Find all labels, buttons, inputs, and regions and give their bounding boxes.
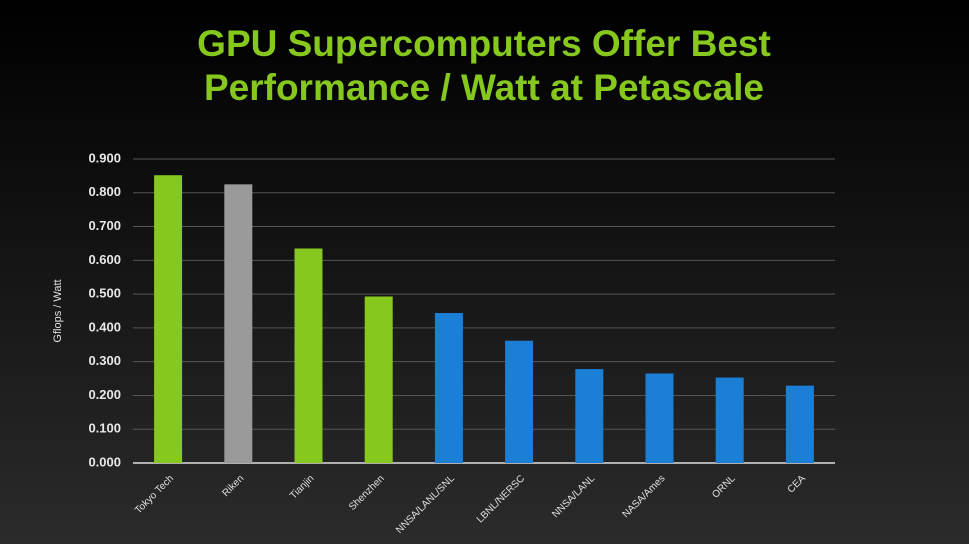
bar (785, 385, 814, 463)
y-tick-label: 0.100 (88, 421, 121, 436)
y-tick-label: 0.000 (88, 454, 121, 469)
bar (715, 377, 744, 463)
y-tick-label: 0.500 (88, 286, 121, 301)
y-tick-label: 0.900 (88, 150, 121, 165)
y-tick-label: 0.800 (88, 184, 121, 199)
bar (364, 296, 393, 463)
bar (294, 248, 323, 463)
bar (575, 369, 604, 463)
y-tick-label: 0.400 (88, 319, 121, 334)
y-axis-label: Gflops / Watt (52, 279, 64, 342)
y-tick-label: 0.700 (88, 218, 121, 233)
bar (505, 340, 534, 463)
bar (434, 313, 463, 463)
chart-title: GPU Supercomputers Offer Best (197, 23, 771, 64)
y-tick-label: 0.200 (88, 387, 121, 402)
y-tick-label: 0.300 (88, 353, 121, 368)
bar (154, 175, 183, 464)
y-tick-label: 0.600 (88, 252, 121, 267)
chart-title: Performance / Watt at Petascale (204, 67, 764, 108)
bar (224, 184, 253, 464)
bar (645, 373, 674, 463)
